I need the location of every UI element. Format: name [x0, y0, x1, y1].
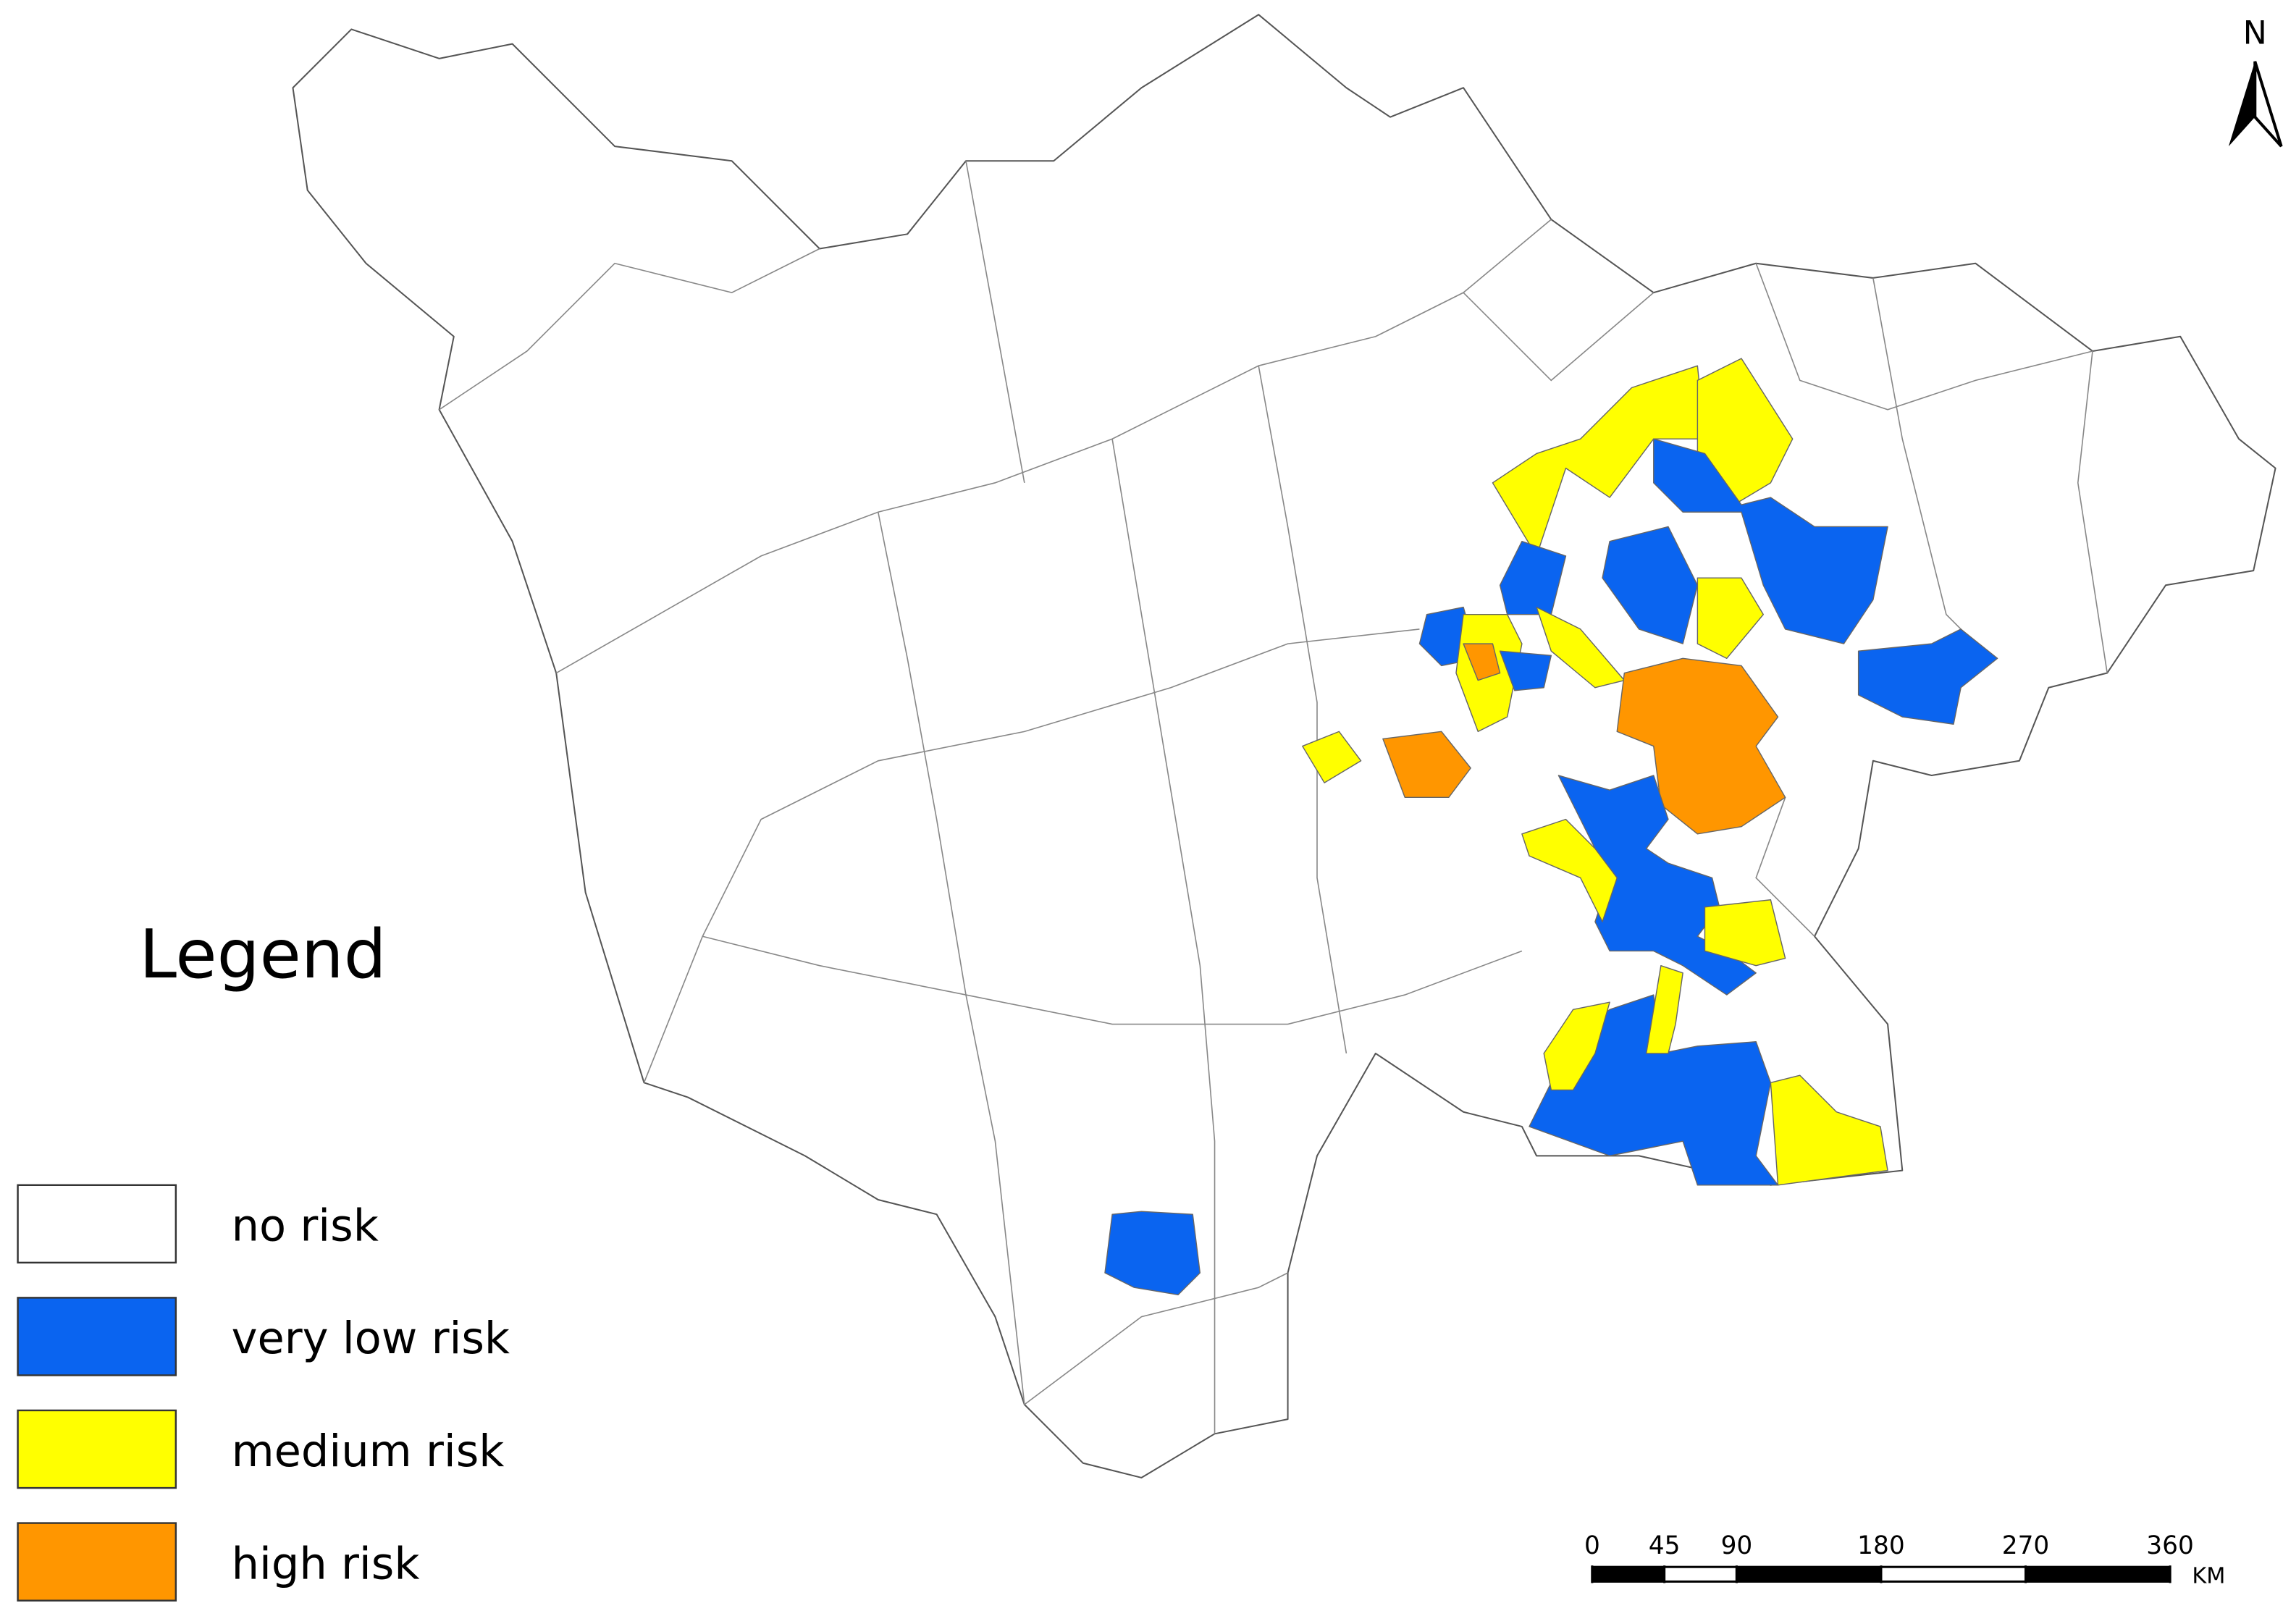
north-arrow: N: [2228, 15, 2283, 148]
legend-label: very low risk: [232, 1313, 510, 1364]
north-label: N: [2243, 15, 2267, 52]
district-boundaries: [439, 161, 2108, 1434]
scale-unit: KM: [2192, 1563, 2225, 1589]
province-outline: [292, 14, 2276, 1478]
scale-segment: [1591, 1565, 1666, 1583]
scale-tick-label: 90: [1721, 1531, 1753, 1560]
scale-segment: [2025, 1565, 2171, 1583]
arrow-right: [2253, 61, 2283, 148]
arrow-left: [2228, 61, 2255, 147]
scale-tick-label: 360: [2146, 1531, 2194, 1560]
risk-regions: [1104, 358, 1998, 1296]
scale-segment: [1663, 1565, 1738, 1583]
scale-tick-label: 45: [1649, 1531, 1681, 1560]
legend: no risk very low risk medium risk high risk: [17, 1184, 510, 1602]
scale-tick-label: 270: [2002, 1531, 2050, 1560]
legend-label: high risk: [232, 1539, 420, 1589]
legend-swatch: [17, 1522, 177, 1602]
scale-bar: 0 45 90 180 270 360 KM: [1584, 1531, 2225, 1589]
legend-label: medium risk: [232, 1426, 505, 1477]
scale-segment: [1735, 1565, 1883, 1583]
legend-label: no risk: [232, 1201, 379, 1252]
scale-tick-label: 0: [1584, 1531, 1600, 1560]
legend-title: Legend: [139, 915, 386, 993]
scale-tick-label: 180: [1857, 1531, 1905, 1560]
scale-segment: [1880, 1565, 2027, 1583]
legend-swatch: [17, 1297, 177, 1376]
legend-swatch: [17, 1184, 177, 1264]
legend-swatch: [17, 1409, 177, 1489]
